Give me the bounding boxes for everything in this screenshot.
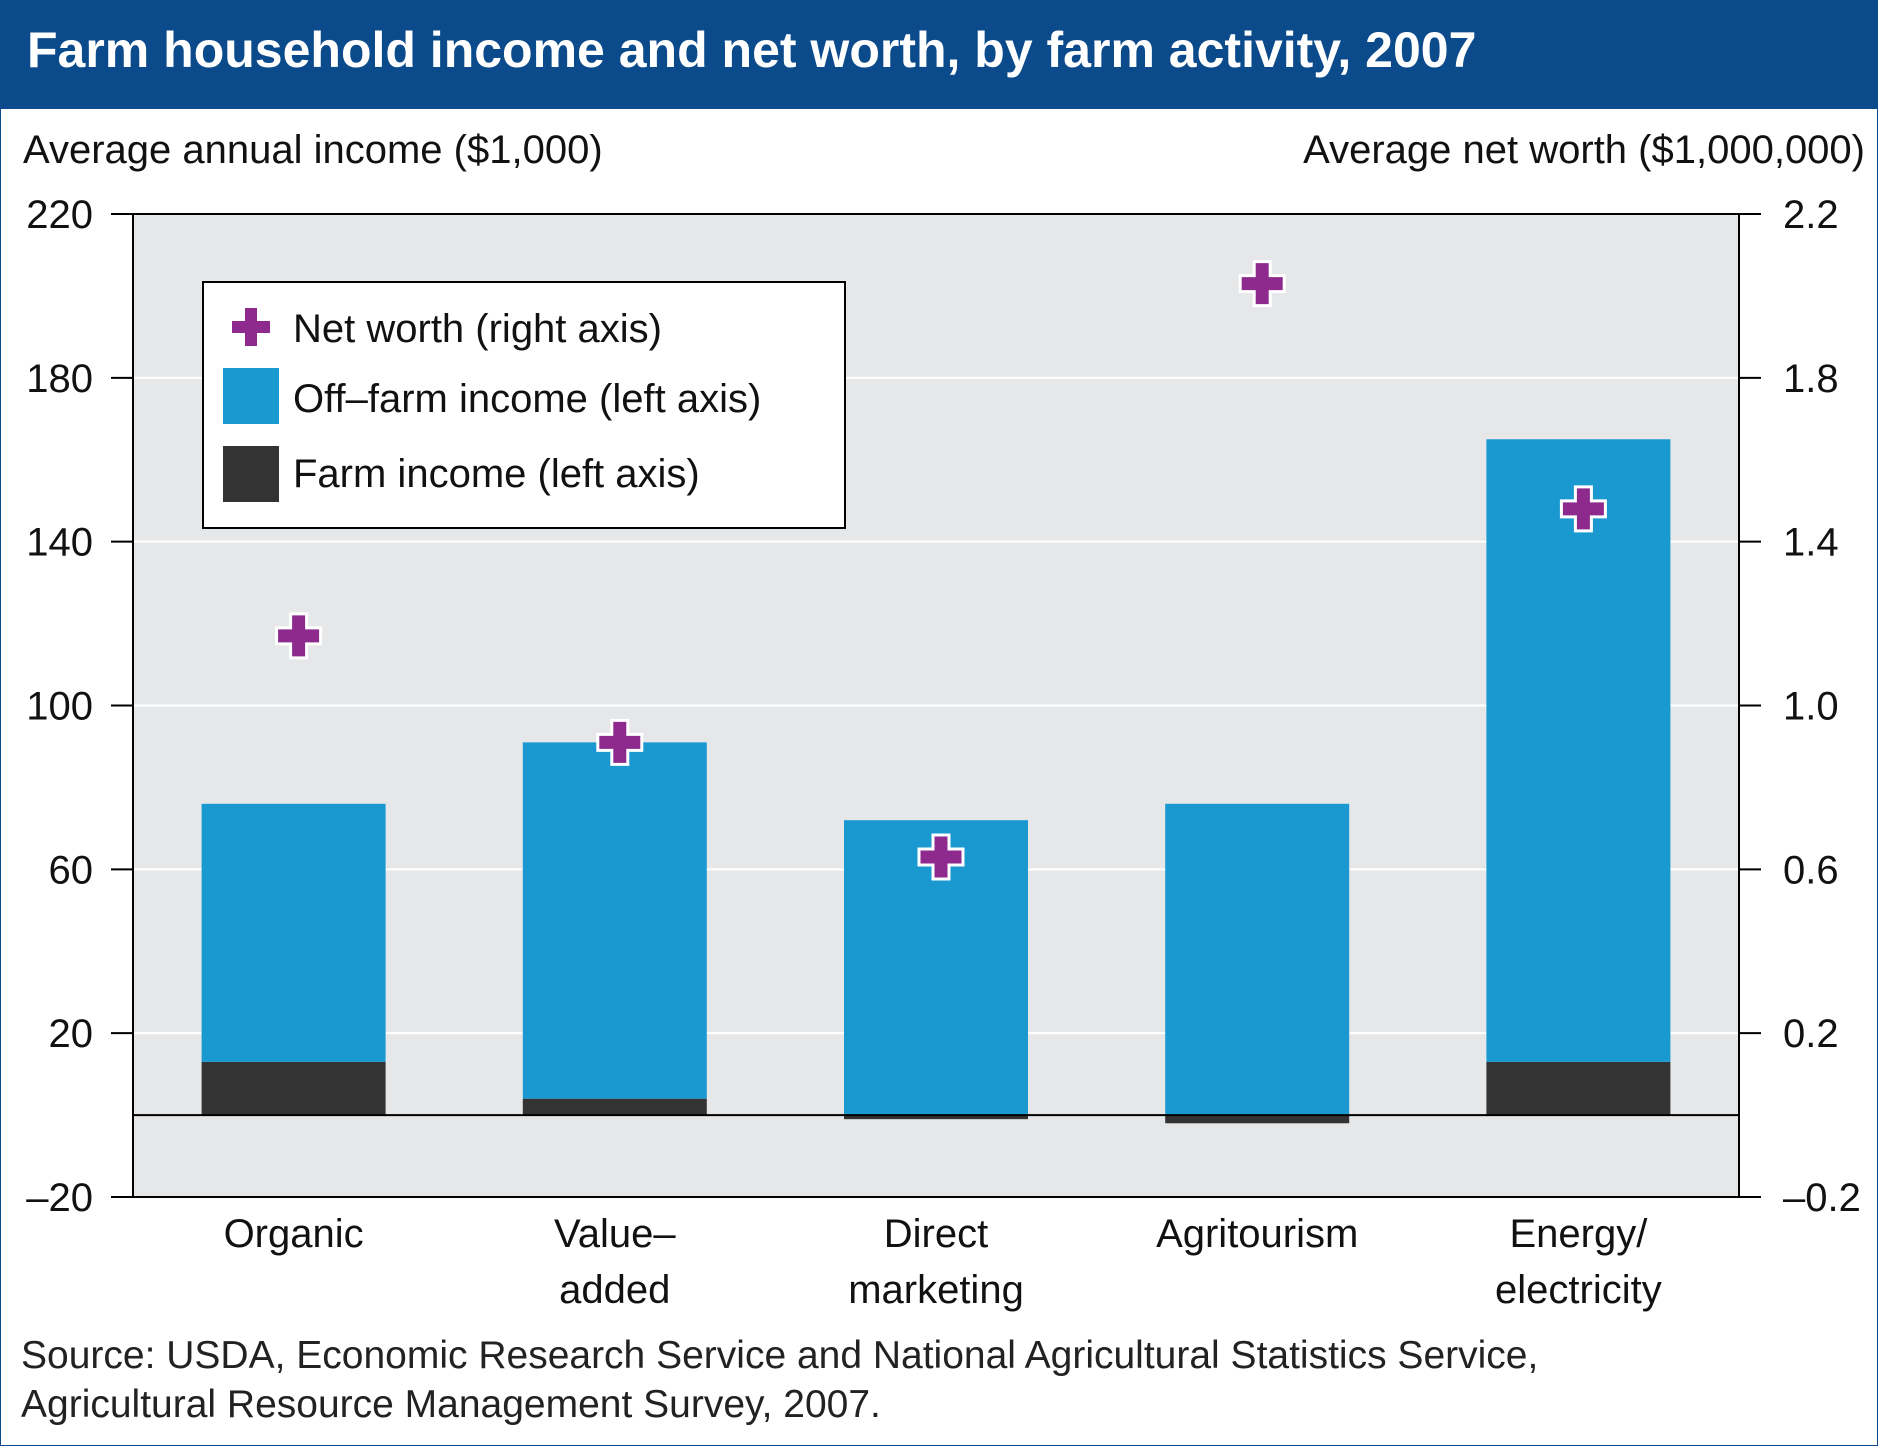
bar-off-farm-income [522, 742, 707, 1099]
bar-farm-income [844, 1115, 1028, 1120]
net-worth-marker [917, 833, 965, 881]
right-tick-label: –0.2 [1783, 1176, 1861, 1220]
net-worth-marker [1559, 485, 1607, 533]
bar-off-farm-income [201, 803, 386, 1062]
right-axis-title: Average net worth ($1,000,000) [1303, 128, 1865, 172]
legend-farm-label: Farm income (left axis) [293, 452, 700, 496]
legend-off-farm-label: Off–farm income (left axis) [293, 377, 761, 421]
legend-net-worth-label: Net worth (right axis) [293, 307, 662, 351]
left-tick-label: 140 [26, 521, 93, 565]
net-worth-marker [596, 718, 644, 766]
source-line-2: Agricultural Resource Management Survey,… [21, 1383, 881, 1426]
left-tick-label: –20 [26, 1176, 93, 1220]
bar-farm-income [522, 1098, 707, 1116]
category-label: Value– [554, 1212, 676, 1256]
left-tick-label: 180 [26, 357, 93, 401]
left-tick-label: 220 [26, 193, 93, 237]
title-bar: Farm household income and net worth, by … [1, 1, 1877, 109]
category-label: Direct [884, 1212, 988, 1256]
legend-box [202, 281, 846, 529]
right-tick-label: 1.8 [1783, 357, 1839, 401]
legend-net-worth-swatch [230, 306, 272, 348]
right-tick-label: 1.0 [1783, 685, 1839, 729]
right-tick-label: 2.2 [1783, 193, 1839, 237]
right-tick-label: 0.6 [1783, 848, 1839, 892]
legend-off-farm-swatch [223, 368, 279, 424]
bar-farm-income [201, 1061, 386, 1116]
source-note: Source: USDA, Economic Research Service … [21, 1331, 1538, 1429]
category-label: added [559, 1268, 670, 1312]
bar-farm-income [1165, 1115, 1350, 1124]
category-label: Organic [224, 1212, 364, 1256]
source-line-1: Source: USDA, Economic Research Service … [21, 1334, 1539, 1377]
bar-off-farm-income [1165, 803, 1350, 1116]
plot-border [132, 213, 1740, 1198]
legend-farm-swatch [223, 446, 279, 502]
chart-title: Farm household income and net worth, by … [27, 22, 1477, 78]
left-tick-label: 20 [49, 1012, 94, 1056]
net-worth-marker [275, 612, 323, 660]
right-tick-label: 0.2 [1783, 1012, 1839, 1056]
left-tick-label: 100 [26, 685, 93, 729]
bar-farm-income [1486, 1061, 1671, 1116]
left-axis-title: Average annual income ($1,000) [23, 128, 603, 172]
category-label: marketing [848, 1268, 1024, 1312]
category-label: electricity [1495, 1268, 1662, 1312]
category-label: Agritourism [1156, 1212, 1358, 1256]
net-worth-marker [1238, 260, 1286, 308]
category-label: Energy/ [1509, 1212, 1648, 1256]
left-tick-label: 60 [49, 848, 94, 892]
bar-off-farm-income [1486, 439, 1671, 1062]
right-tick-label: 1.4 [1783, 521, 1839, 565]
